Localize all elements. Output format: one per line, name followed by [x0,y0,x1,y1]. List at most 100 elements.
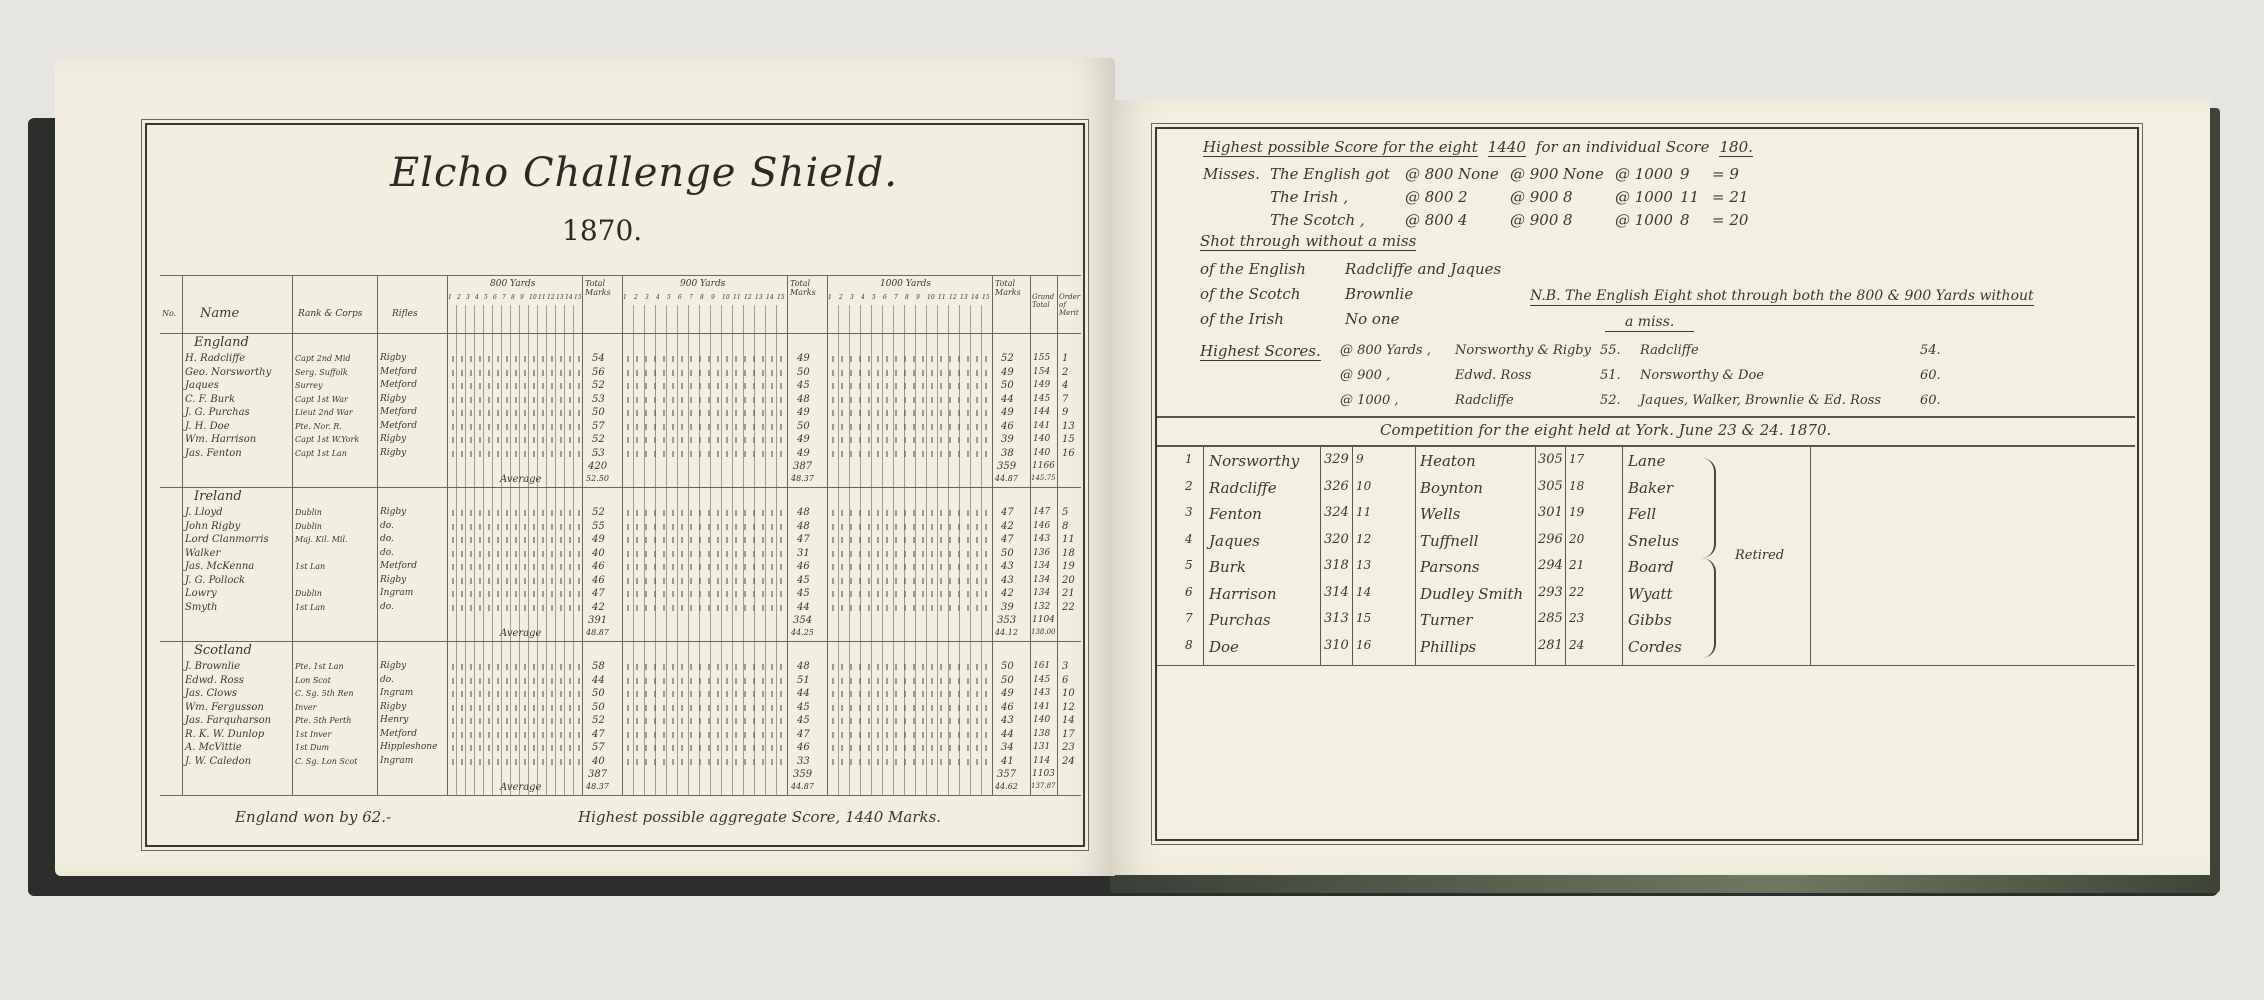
order-of-merit: 5 [1062,507,1069,518]
order-of-merit: 6 [1062,674,1069,686]
shot-marks [449,410,580,416]
total-1000: 34 [1001,742,1014,753]
misses-1000: 8 [1680,211,1690,229]
total-800: 47 [592,728,605,740]
misses-total: = 20 [1712,211,1749,229]
row-rule [160,333,1081,334]
shot-marks [449,523,580,530]
shot-column-rule [537,305,538,795]
shot-number: 6 [883,294,887,301]
average-grand: 145.75 [1031,474,1056,482]
grand-total: 143 [1033,688,1051,698]
shot-column-rule [710,305,711,795]
shot-column-rule [981,305,982,795]
misses-1000-range: @ 1000 [1615,165,1673,183]
misses-800: 2 [1458,188,1468,206]
shooter-name: Norsworthy [1209,452,1300,470]
shooter-name: Fenton [1209,505,1262,523]
shot-column-rule [743,305,744,795]
player-rank: Dublin [295,508,322,517]
total-1000: 44 [1001,393,1014,405]
grand-total: 143 [1033,534,1051,544]
team-total-900: 359 [793,769,813,780]
shot-marks [829,604,990,611]
shot-number: 12 [949,294,957,301]
shot-marks [449,664,580,670]
shot-marks [449,745,580,751]
order-of-merit: 15 [1062,434,1075,445]
rank-number: 2 [1185,478,1193,493]
shot-number: 3 [850,294,854,301]
total-800: 58 [592,661,605,672]
total-800: 50 [592,688,605,699]
shot-column-rule [573,305,574,795]
shot-marks [624,437,785,443]
player-rank: Capt 1st W.York [295,435,360,444]
nb-note: N.B. The English Eight shot through both… [1530,288,2034,306]
player-name: J. G. Pollock [185,574,245,586]
total-800: 57 [592,742,605,753]
shot-column-rule [721,305,722,795]
average-label: Average [500,628,542,639]
rank-number: 11 [1356,505,1372,519]
shooter-score: 305 [1538,478,1563,494]
total-900: 49 [797,353,810,364]
highest-score-individual: 180. [1719,138,1753,157]
rank-number: 17 [1569,452,1585,466]
shot-column-rule [959,305,960,795]
shot-column-rule [492,305,493,795]
shot-number: 2 [457,294,461,301]
shooter-score: 320 [1324,531,1349,547]
total-900: 46 [797,561,810,572]
highest-shooter-2: Radcliffe [1640,343,1699,358]
total-900: 31 [797,547,810,559]
total-900: 47 [797,534,810,545]
shot-number: 11 [733,294,741,301]
shot-through-team: of the Scotch [1200,285,1301,303]
player-rank: Dublin [295,521,322,531]
shooter-score: 310 [1324,637,1349,653]
shot-number: 8 [511,294,515,301]
player-rifle: Metford [380,407,417,417]
shot-column-rule [501,305,502,795]
header-name: Name [200,306,240,321]
shot-marks [624,577,785,584]
shot-marks [624,704,785,711]
order-of-merit: 14 [1062,715,1075,726]
average-900: 44.25 [791,628,814,637]
header-number: No. [162,309,177,318]
average-900: 44.87 [791,782,814,791]
shot-column-rule [882,305,883,795]
shooter-score: 294 [1538,558,1563,573]
team-total-1000: 353 [997,615,1017,626]
shot-number: 11 [938,294,946,301]
player-rank: Pte. 5th Perth [295,716,352,725]
shooter-name: Tuffnell [1420,531,1479,550]
player-name: Jas. Fenton [185,447,242,459]
player-rifle: Metford [380,728,417,739]
order-of-merit: 18 [1062,547,1075,559]
shot-column-rule [765,305,766,795]
shot-number: 2 [634,294,638,301]
rank-number: 1 [1185,452,1193,466]
shot-marks [449,369,580,376]
total-900: 46 [797,742,810,753]
player-rank: Pte. 1st Lan [295,662,344,671]
shooter-score: 301 [1538,505,1563,520]
order-of-merit: 23 [1062,742,1075,753]
shooter-name: Snelus [1628,531,1679,550]
player-name: Lowry [185,588,217,599]
highest-range: @ 900 , [1340,368,1391,383]
average-grand: 137.87 [1031,782,1056,790]
player-name: J. Lloyd [185,507,223,518]
table-rule [1320,447,1321,665]
shot-marks [624,604,785,611]
highest-shooter: Radcliffe [1455,393,1514,408]
shooter-name: Doe [1209,637,1239,656]
total-1000: 47 [1001,507,1014,518]
player-name: J. G. Purchas [185,407,250,418]
player-rifle: Ingram [380,755,414,766]
page-year: 1870. [562,214,643,247]
shot-column-rule [456,305,457,795]
shot-marks [449,677,580,684]
